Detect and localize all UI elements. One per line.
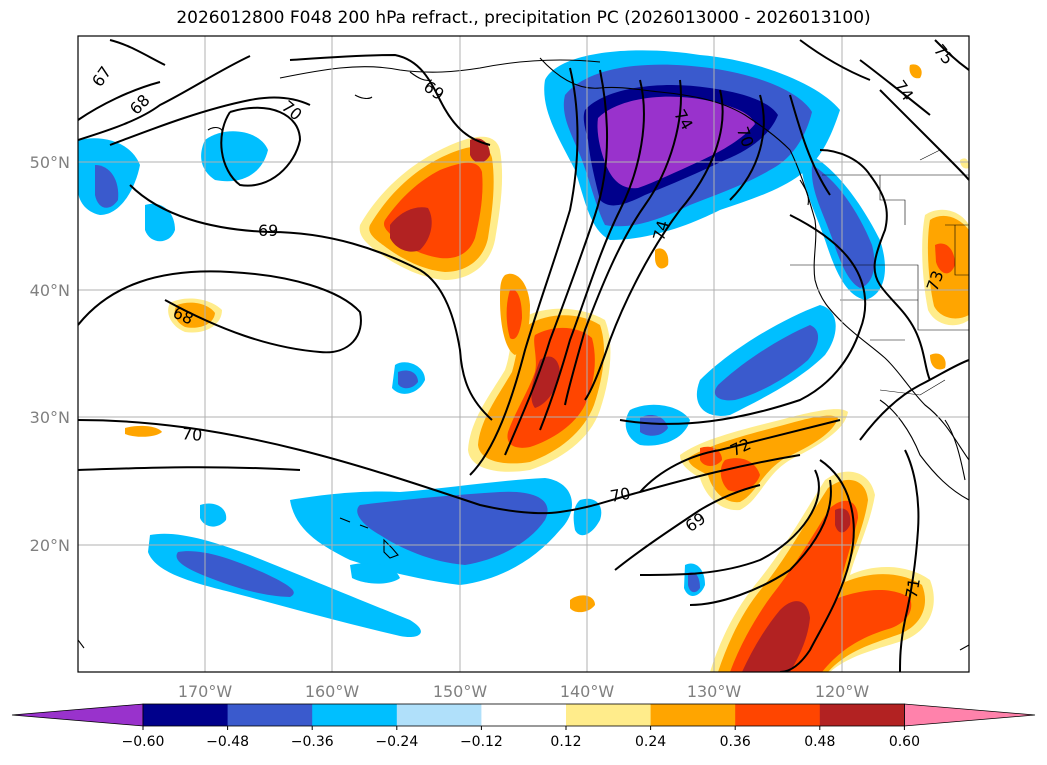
colorbar-cells: [11, 703, 1036, 727]
colorbar-tick-label: −0.36: [291, 734, 334, 750]
lon-label: 120°W: [815, 682, 870, 701]
colorbar-cell: [396, 704, 482, 726]
map-frame: [77, 35, 970, 673]
lon-label: 170°W: [178, 682, 233, 701]
lon-label: 130°W: [687, 682, 742, 701]
colorbar-frame: [142, 703, 905, 727]
coastlines: [78, 57, 969, 651]
contour-label: 74: [649, 218, 673, 243]
colorbar-cell: [312, 704, 398, 726]
lat-label: 50°N: [30, 153, 70, 172]
lat-label: 40°N: [30, 281, 70, 300]
colorbar-extend-min: [11, 703, 144, 727]
colorbar-cell: [143, 704, 229, 726]
contour-label: 70: [181, 424, 203, 445]
colorbar-tick-label: 0.36: [720, 734, 751, 750]
lat-label: 20°N: [30, 536, 70, 555]
map-area: 67 68 70 69 69 68 70 70 69 72 74 74 74 7…: [78, 36, 969, 672]
contour-label: 69: [258, 221, 278, 240]
colorbar-extend-max: [904, 703, 1036, 727]
colorbar-tick-label: 0.60: [889, 734, 920, 750]
colorbar-cell: [819, 704, 905, 726]
colorbar-cell: [481, 704, 567, 726]
shaded-fields: [78, 50, 969, 672]
lon-label: 150°W: [433, 682, 488, 701]
longitude-labels: 170°W 160°W 150°W 140°W 130°W 120°W: [178, 682, 870, 701]
colorbar-cell: [735, 704, 821, 726]
contour-label: 70: [609, 484, 632, 506]
map-title: 2026012800 F048 200 hPa refract., precip…: [176, 8, 871, 28]
colorbar-tick-label: −0.24: [375, 734, 418, 750]
lon-label: 140°W: [560, 682, 615, 701]
lat-label: 30°N: [30, 408, 70, 427]
colorbar-tick-label: −0.12: [460, 734, 503, 750]
colorbar-cell: [227, 704, 313, 726]
refractivity-contours: [78, 39, 969, 672]
colorbar-ticks: −0.60 −0.48 −0.36 −0.24 −0.12 0.12 0.24 0.36 0.4…: [122, 726, 920, 750]
colorbar-tick-label: 0.12: [550, 734, 581, 750]
latitude-labels: 50°N 40°N 30°N 20°N: [30, 153, 70, 555]
colorbar-cell: [650, 704, 736, 726]
colorbar-tick-label: −0.60: [122, 734, 165, 750]
lon-label: 160°W: [305, 682, 360, 701]
colorbar-tick-label: −0.48: [206, 734, 249, 750]
colorbar-tick-label: 0.48: [804, 734, 835, 750]
colorbar-cell: [566, 704, 652, 726]
colorbar-tick-label: 0.24: [635, 734, 666, 750]
colorbar: −0.60 −0.48 −0.36 −0.24 −0.12 0.12 0.24 0.36 0.4…: [11, 703, 1036, 750]
contour-label: 71: [902, 577, 924, 600]
